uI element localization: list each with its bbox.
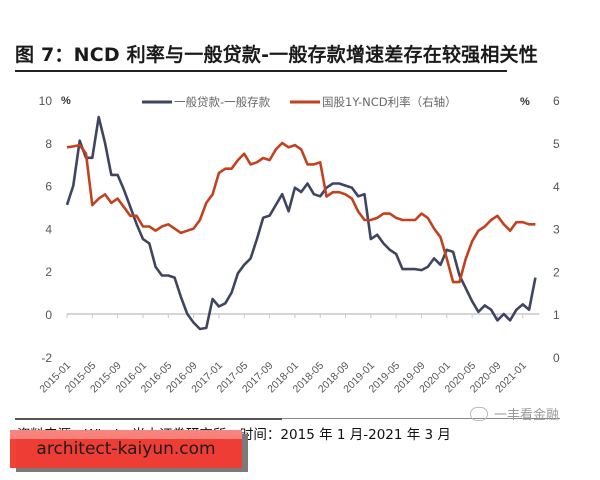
- right-y-tick-label: 3: [553, 223, 560, 237]
- banner-overlap: [10, 430, 242, 439]
- watermark-text: 一丰看金融: [494, 408, 560, 423]
- title-divider: [15, 70, 507, 72]
- legend-label-loan-deposit: 一般贷款-一般存款: [174, 95, 271, 109]
- right-y-tick-label: 4: [553, 180, 560, 194]
- wechat-icon: [470, 407, 488, 421]
- chart-series: [65, 115, 537, 331]
- left-y-tick-label: 10: [39, 94, 53, 108]
- left-y-tick-label: -2: [41, 351, 52, 365]
- series-ncd-line: [66, 141, 536, 284]
- left-y-tick-label: 8: [45, 137, 52, 151]
- source-divider: [15, 418, 282, 420]
- left-y-tick-label: 0: [45, 308, 52, 322]
- dual-axis-line-chart: 2015-012015-052015-092016-012016-052016-…: [37, 94, 560, 395]
- watermark: 一丰看金融: [470, 404, 559, 423]
- left-y-tick-label: 6: [45, 180, 52, 194]
- right-unit-label: %: [520, 96, 530, 108]
- left-y-tick-label: 4: [45, 222, 52, 236]
- right-y-tick-label: 6: [553, 94, 560, 108]
- right-y-tick-label: 0: [553, 351, 560, 365]
- figure-title: 图 7：NCD 利率与一般贷款-一般存款增速差存在较强相关性: [15, 44, 538, 66]
- left-y-tick-label: 2: [45, 265, 52, 279]
- right-y-tick-label: 5: [553, 137, 560, 151]
- left-unit-label: %: [61, 95, 71, 107]
- chart-axes: 2015-012015-052015-092016-012016-052016-…: [37, 94, 560, 395]
- legend-label-ncd: 国股1Y-NCD利率（右轴）: [322, 95, 457, 109]
- right-y-tick-label: 2: [553, 265, 560, 279]
- chart-legend: 一般贷款-一般存款 国股1Y-NCD利率（右轴）: [142, 95, 457, 109]
- right-y-tick-label: 1: [553, 308, 560, 322]
- source-divider-right: [282, 418, 560, 419]
- series-loan-deposit-line: [65, 115, 537, 331]
